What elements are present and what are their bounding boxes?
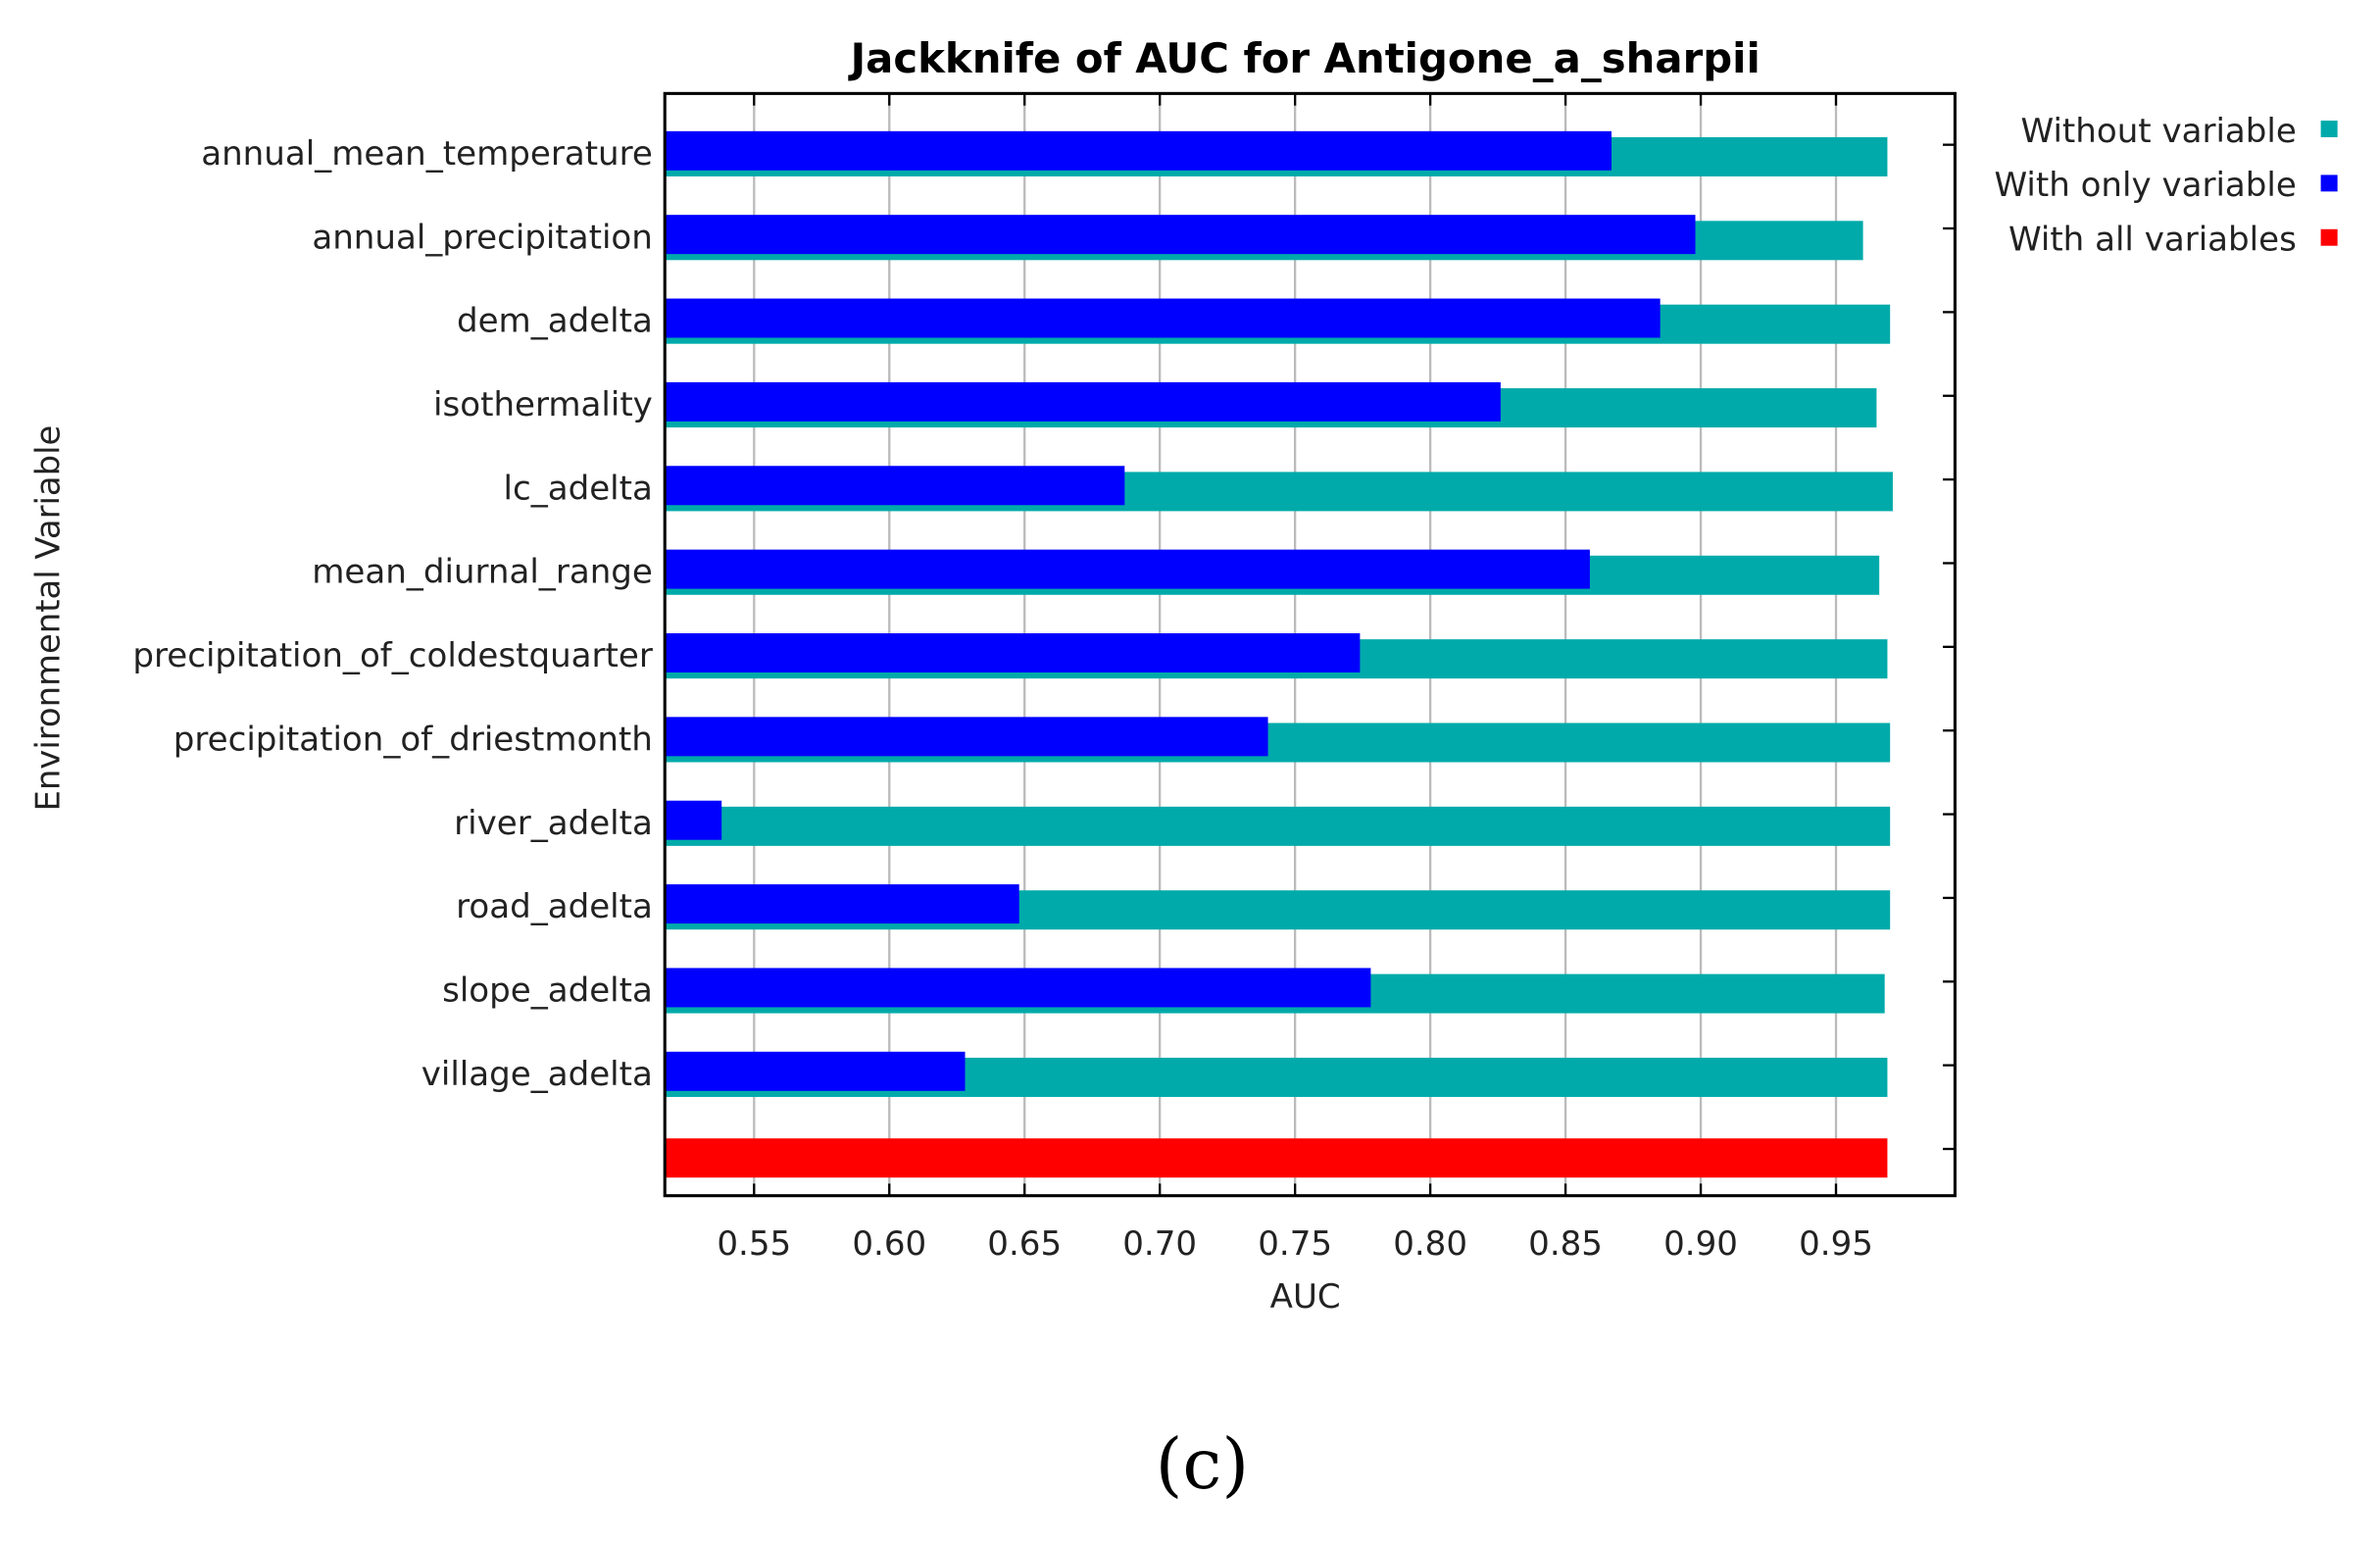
- bar: [665, 466, 1125, 506]
- bar: [665, 632, 1361, 672]
- bar: [665, 130, 1611, 171]
- x-tick-label: 0.75: [1258, 1224, 1332, 1264]
- legend-swatch: [2320, 228, 2338, 246]
- bar: [665, 1051, 966, 1091]
- y-tick-label: mean_diurnal_range: [312, 553, 653, 592]
- legend-label: With all variables: [2008, 221, 2297, 260]
- caption: (c): [1156, 1423, 1249, 1505]
- y-tick-label: precipitation_of_driestmonth: [174, 721, 653, 760]
- x-tick-label: 0.70: [1122, 1224, 1197, 1264]
- legend-label: With only variable: [1994, 166, 2296, 205]
- bar: [665, 884, 1019, 924]
- x-tick-label: 0.55: [717, 1224, 791, 1264]
- legend: Without variable With only variable With a…: [1994, 112, 2338, 260]
- y-tick-label: road_adelta: [456, 887, 653, 926]
- bar: [665, 806, 1891, 846]
- y-axis-label: Environmental Variable: [29, 425, 69, 812]
- x-axis-label: AUC: [1270, 1277, 1341, 1317]
- y-tick-label: slope_adelta: [442, 971, 653, 1011]
- y-tick-label: lc_adelta: [504, 469, 653, 508]
- bar: [665, 968, 1371, 1008]
- x-tick-label: 0.85: [1528, 1224, 1603, 1264]
- y-tick-label: dem_adelta: [457, 302, 653, 341]
- x-tick-label: 0.95: [1799, 1224, 1873, 1264]
- bars: [665, 130, 1893, 1178]
- y-tick-label: village_adelta: [421, 1055, 653, 1094]
- bar: [665, 717, 1268, 757]
- plot-frame: [663, 91, 1957, 1198]
- bar: [665, 549, 1590, 589]
- x-tick-label: 0.65: [987, 1224, 1062, 1264]
- legend-swatch: [2320, 121, 2338, 137]
- y-tick-label: river_adelta: [454, 804, 653, 843]
- y-tick-label: annual_mean_temperature: [201, 134, 653, 174]
- legend-label: Without variable: [2021, 112, 2297, 151]
- bar: [665, 298, 1661, 338]
- x-tick-label: 0.90: [1663, 1224, 1738, 1264]
- legend-swatch: [2320, 174, 2338, 192]
- bar: [665, 215, 1696, 255]
- bar: [665, 800, 722, 840]
- bar: [665, 381, 1501, 422]
- y-tick-label: isothermality: [433, 385, 653, 424]
- y-tick-label: precipitation_of_coldestquarter: [132, 636, 652, 675]
- y-tick-label: annual_precipitation: [312, 218, 652, 257]
- x-tick-label: 0.60: [852, 1224, 926, 1264]
- chart-title: Jackknife of AUC for Antigone_a_sharpii: [848, 34, 1760, 82]
- bar: [665, 1138, 1888, 1178]
- x-tick-label: 0.80: [1393, 1224, 1467, 1264]
